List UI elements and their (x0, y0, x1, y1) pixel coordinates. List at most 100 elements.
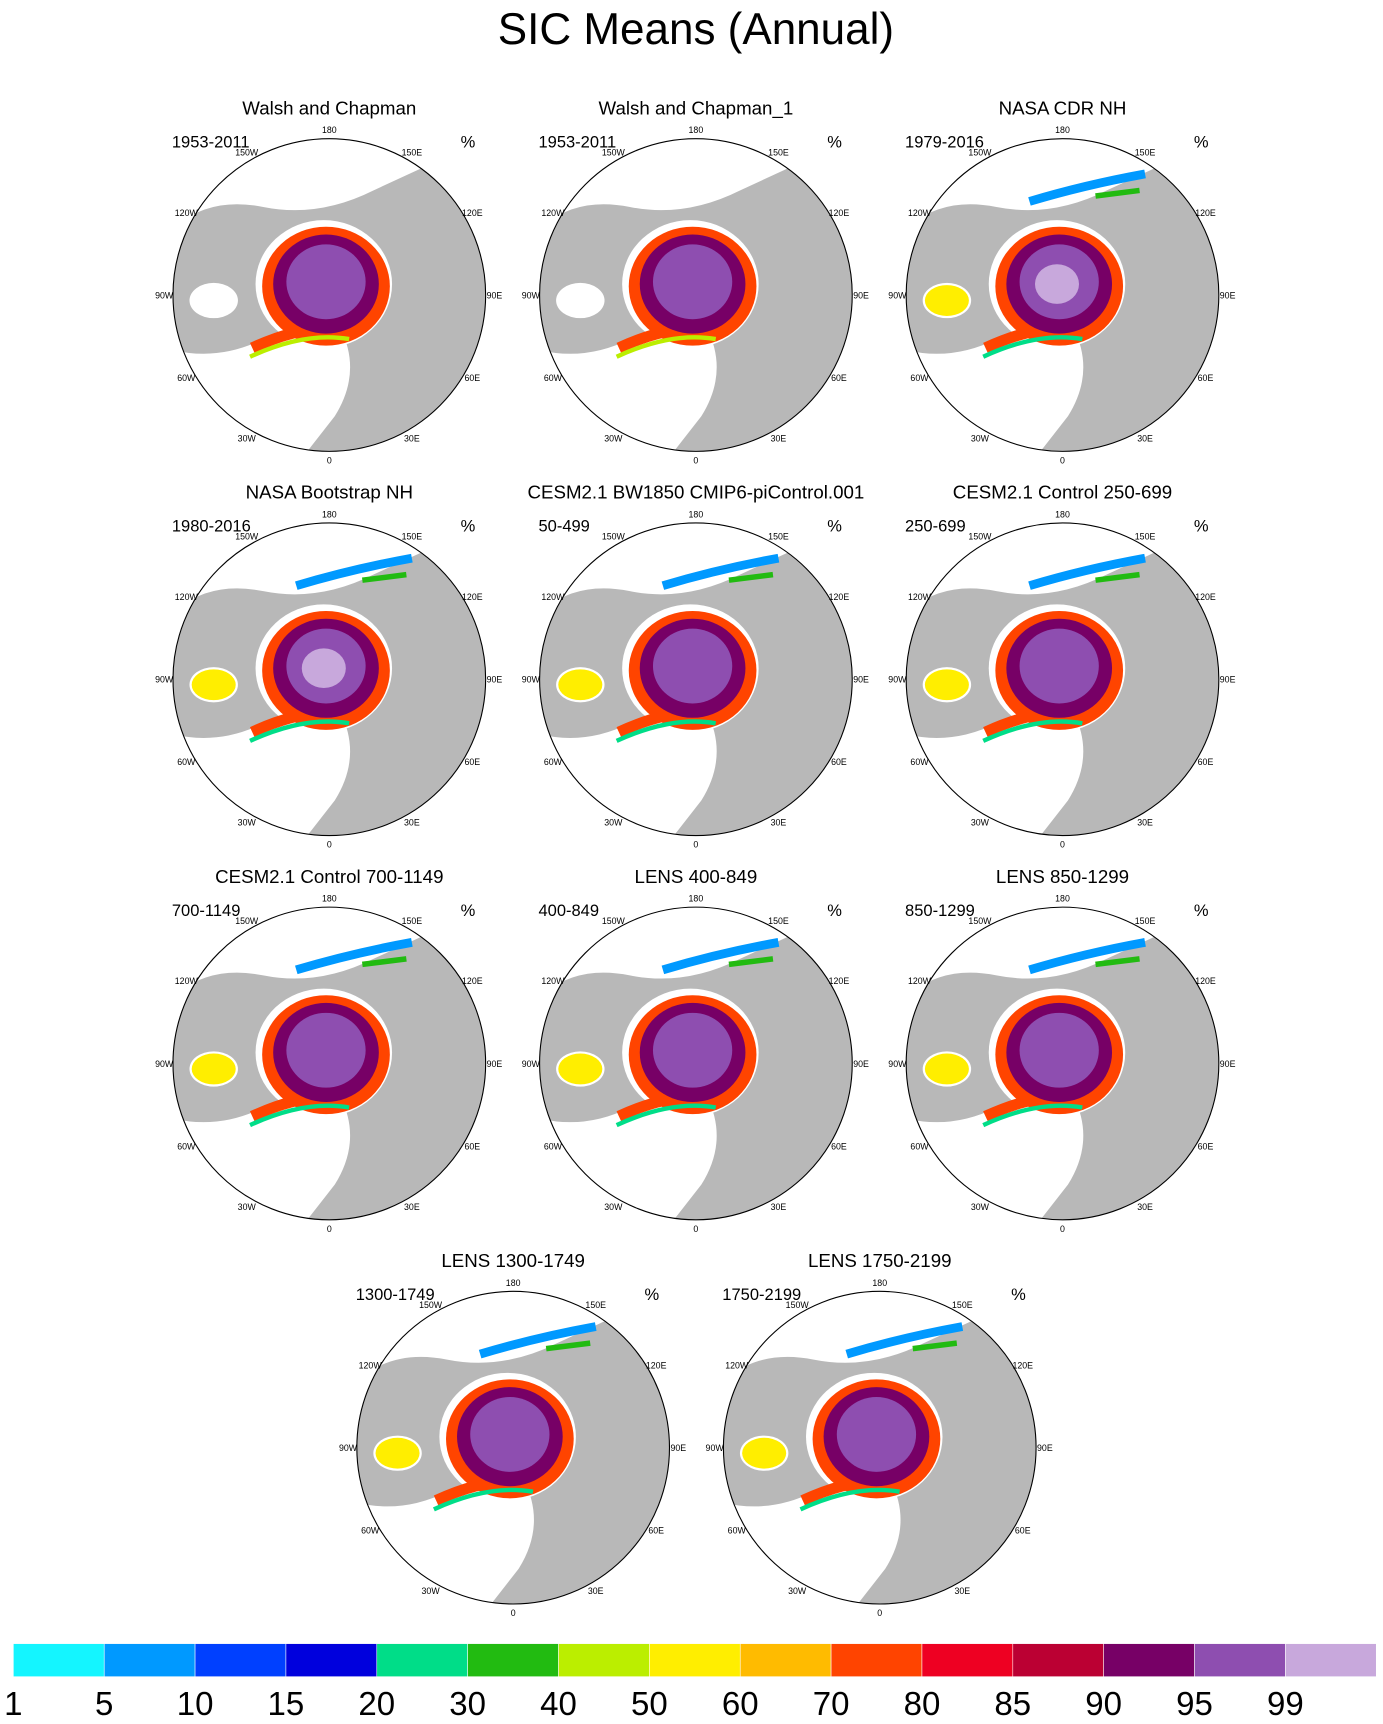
lon-label: 150E (585, 1300, 606, 1310)
map (172, 138, 486, 452)
lon-label: 90E (1220, 1059, 1236, 1069)
map-border (905, 138, 1220, 452)
map-panel: Walsh and Chapman 1953-2011 % 0 30E 60E 90E 120… (155, 97, 502, 465)
lon-label: 120E (1195, 208, 1216, 218)
ice-atlantic-edge (799, 1487, 900, 1512)
lon-label: 120W (541, 592, 565, 602)
panel-period: 400-849 (538, 902, 599, 920)
colorbar-label: 80 (904, 1685, 941, 1722)
lon-label: 60W (910, 1141, 929, 1151)
lon-label: 30E (771, 1202, 787, 1212)
colorbar-label: 15 (268, 1685, 305, 1722)
pacific-ocean (539, 522, 853, 614)
map-border (905, 906, 1220, 1221)
lon-label: 150E (952, 1300, 973, 1310)
lon-label: 0 (1060, 840, 1065, 850)
lon-label: 60W (544, 1141, 563, 1151)
panel-units: % (1194, 134, 1209, 152)
lon-label: 120W (175, 976, 199, 986)
map-border (172, 138, 487, 452)
lon-label: 0 (1060, 455, 1065, 465)
hudson-ice (558, 1053, 603, 1085)
pacific-ice (478, 1322, 597, 1359)
ice-atlantic-edge (249, 719, 350, 743)
lon-label: 60W (177, 373, 196, 383)
lon-label: 0 (511, 1608, 516, 1618)
lon-label: 150W (235, 916, 259, 926)
panel-period: 1750-2199 (722, 1286, 801, 1304)
lon-label: 120W (541, 208, 565, 218)
panel-title: LENS 400-849 (635, 866, 758, 887)
ice-99 (1034, 264, 1080, 304)
pacific-ice-inner (728, 571, 774, 583)
panel-title: LENS 1300-1749 (441, 1250, 585, 1271)
ice-atlantic-edge (432, 1487, 534, 1512)
pacific-ocean (172, 907, 486, 998)
lon-label: 0 (693, 455, 698, 465)
map-border (172, 522, 487, 837)
lon-label: 90W (888, 675, 907, 685)
map-border (539, 906, 853, 1221)
lon-label: 150W (786, 1300, 810, 1310)
lon-label: 0 (327, 840, 332, 850)
pacific-ice (1028, 553, 1146, 590)
colorbar-box (376, 1643, 468, 1677)
lon-label: 90W (155, 290, 174, 300)
pacific-ice-inner (912, 1340, 958, 1352)
map-panel: LENS 1300-1749 1300-1749 % 0 30E 60E 90E 120E 15… (339, 1250, 686, 1618)
lon-label: 150E (402, 532, 423, 542)
lon-label: 30W (971, 818, 990, 828)
lon-label: 30E (954, 1586, 970, 1596)
lon-label: 60W (910, 757, 929, 767)
colorbar-label: 1 (4, 1685, 22, 1722)
colorbar-box (921, 1643, 1014, 1677)
lon-label: 90E (853, 290, 869, 300)
colorbar-box (285, 1643, 378, 1677)
ice-95 (1019, 628, 1099, 704)
hudson-ice (924, 1053, 969, 1085)
lon-label: 90W (888, 290, 907, 300)
lon-label: 60E (831, 373, 847, 383)
colorbar-label: 10 (177, 1685, 214, 1722)
panel-title: NASA Bootstrap NH (246, 482, 413, 503)
lon-label: 30W (422, 1586, 441, 1596)
colorbar-box (1012, 1643, 1104, 1677)
lon-label: 120E (829, 976, 850, 986)
lon-label: 30W (238, 1202, 257, 1212)
lon-label: 30E (771, 433, 787, 443)
hudson-ice (924, 285, 969, 316)
lon-label: 90W (888, 1059, 907, 1069)
panel-title: Walsh and Chapman (242, 97, 416, 118)
lon-label: 0 (1060, 1224, 1065, 1234)
pacific-ice (295, 553, 413, 590)
lon-label: 90E (853, 675, 869, 685)
pacific-ice (1028, 938, 1146, 975)
panel-units: % (1194, 518, 1209, 536)
lon-label: 150E (402, 916, 423, 926)
panel-period: 1300-1749 (356, 1286, 435, 1304)
lon-label: 90E (487, 1059, 503, 1069)
panel-title: LENS 850-1299 (996, 866, 1129, 887)
panel-units: % (461, 134, 476, 152)
lon-label: 120E (462, 976, 483, 986)
map-border (356, 1290, 671, 1605)
lon-label: 30E (404, 1202, 420, 1212)
pacific-ice-inner (1095, 571, 1140, 583)
lon-label: 60E (831, 757, 847, 767)
lon-label: 150W (968, 916, 992, 926)
pacific-ice (845, 1322, 964, 1359)
lon-label: 30E (1137, 1202, 1153, 1212)
lon-label: 90W (522, 675, 541, 685)
lon-label: 30W (971, 433, 990, 443)
colorbar-box (467, 1643, 559, 1677)
lon-label: 120E (829, 592, 850, 602)
lon-label: 150E (402, 147, 423, 157)
lon-label: 30W (604, 1202, 623, 1212)
ice-95 (286, 244, 366, 320)
panel-units: % (827, 134, 842, 152)
pacific-ice-inner (545, 1340, 591, 1352)
map-border (905, 522, 1220, 837)
pacific-ice (295, 938, 413, 975)
lon-label: 30E (1137, 433, 1153, 443)
panel-title: CESM2.1 Control 250-699 (953, 482, 1172, 503)
